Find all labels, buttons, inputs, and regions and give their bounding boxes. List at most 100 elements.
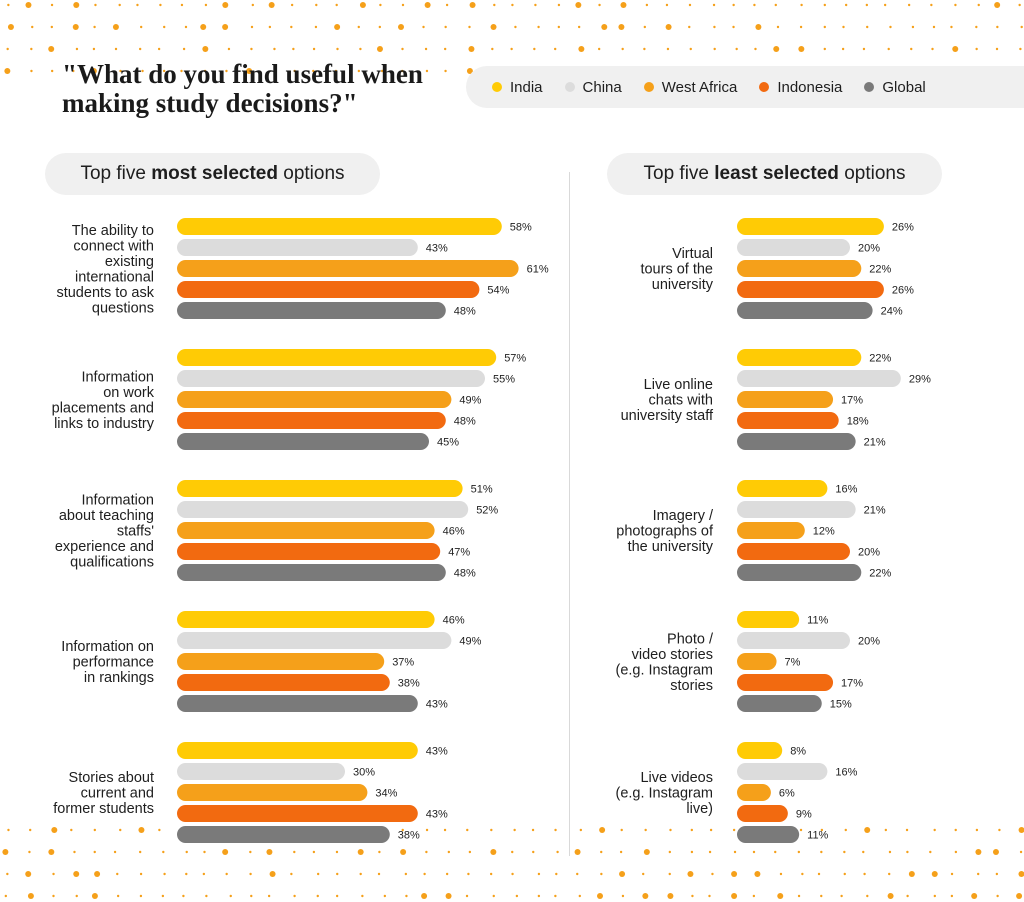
category-label-line-most-2-2: on work [103, 385, 155, 401]
panel-heading-least-bold: least selected [714, 163, 839, 184]
bar-most-4-west-africa [177, 653, 385, 670]
category-label-line-least-3-1: Imagery / [653, 508, 714, 524]
category-label-least-3: Imagery / photographs of the university [616, 508, 714, 555]
decorative-dot [798, 46, 805, 52]
panel-heading-least-suffix: options [838, 163, 906, 184]
value-label-most-2-indonesia: 48% [454, 416, 476, 428]
legend-item-china: China [564, 79, 622, 96]
decorative-dot [643, 25, 647, 29]
bar-most-4-india [177, 611, 435, 628]
decorative-dot [578, 46, 585, 52]
value-label-most-3-global: 48% [454, 568, 476, 580]
decorative-dot [688, 3, 692, 7]
decorative-dot [690, 828, 694, 832]
decorative-dot [905, 828, 909, 832]
decorative-dot [447, 850, 451, 854]
bar-most-5-global [177, 826, 390, 843]
decorative-dot [425, 69, 429, 73]
decorative-dot [511, 872, 514, 876]
decorative-dot [621, 894, 625, 898]
decorative-dot [732, 25, 735, 29]
value-label-least-5-china: 16% [835, 767, 857, 779]
category-label-line-least-1-1: Virtual [672, 246, 713, 262]
value-label-least-3-china: 21% [864, 505, 886, 517]
decorative-dot [467, 872, 470, 876]
value-label-most-1-india: 58% [510, 222, 532, 234]
decorative-dot [425, 828, 429, 832]
decorative-dot [600, 872, 603, 876]
decorative-dot [465, 894, 469, 898]
decorative-dot [404, 872, 408, 876]
decorative-dot [91, 893, 98, 899]
decorative-dot [844, 828, 847, 832]
decorative-dot [25, 2, 32, 8]
value-label-least-1-indonesia: 26% [892, 285, 914, 297]
category-label-line-least-4-2: video stories [632, 647, 713, 663]
decorative-dot [975, 47, 978, 51]
decorative-dot [141, 69, 144, 73]
bar-least-3-china [737, 501, 856, 518]
decorative-dot [841, 47, 845, 51]
legend-item-global: Global [864, 79, 926, 96]
decorative-dot [752, 894, 756, 898]
bar-least-1-indonesia [737, 281, 884, 298]
decorative-dot [249, 872, 252, 876]
decorative-dot [1018, 827, 1024, 833]
decorative-dot [513, 828, 516, 832]
decorative-dot [510, 47, 513, 51]
decorative-dot [246, 68, 253, 74]
decorative-dot [468, 850, 472, 854]
decorative-dot [398, 24, 405, 30]
decorative-dot [180, 3, 184, 7]
decorative-dot [357, 25, 360, 29]
decorative-dot [6, 872, 9, 876]
decorative-dot [598, 3, 601, 7]
decorative-dot [554, 894, 557, 898]
decorative-dot [359, 872, 362, 876]
category-label-line-least-1-2: tours of the [640, 262, 713, 278]
decorative-dot [537, 872, 541, 876]
decorative-dot [94, 3, 97, 7]
category-label-most-4: Information on performance in rankings [61, 639, 154, 686]
decorative-dot [776, 25, 780, 29]
value-label-most-2-india: 57% [504, 353, 526, 365]
decorative-dot [445, 3, 449, 7]
value-label-most-3-india: 51% [471, 484, 493, 496]
value-label-least-1-global: 24% [881, 306, 903, 318]
bar-least-2-china [737, 370, 901, 387]
decorative-dot [732, 3, 735, 7]
decorative-dot [690, 850, 694, 854]
decorative-dot [976, 872, 980, 876]
value-label-least-5-indonesia: 9% [796, 809, 812, 821]
decorative-dot [511, 3, 514, 7]
decorative-dot [1018, 871, 1024, 877]
decorative-dot [534, 3, 537, 7]
decorative-dot [992, 849, 999, 855]
bar-least-3-west-africa [737, 522, 805, 539]
decorative-dot [1016, 893, 1023, 899]
decorative-dot [490, 24, 497, 30]
decorative-dot [7, 24, 14, 30]
decorative-dot [708, 850, 712, 854]
decorative-dot [954, 828, 957, 832]
decorative-dot [359, 2, 366, 8]
decorative-dot [577, 25, 581, 29]
decorative-dot [138, 827, 145, 833]
decorative-dot [315, 3, 318, 7]
decorative-dot [713, 47, 716, 51]
decorative-dot [229, 894, 232, 898]
value-label-most-4-india: 46% [443, 615, 465, 627]
value-label-least-4-global: 15% [830, 699, 852, 711]
decorative-dot [30, 69, 33, 73]
decorative-dot [163, 25, 166, 29]
decorative-dot [687, 871, 694, 877]
decorative-dot [468, 46, 475, 52]
decorative-dot [162, 850, 165, 854]
decorative-dot [222, 24, 229, 30]
decorative-dot [910, 47, 913, 51]
bar-most-2-china [177, 370, 485, 387]
decorative-dot [511, 850, 514, 854]
category-label-line-most-3-4: experience and [55, 539, 154, 555]
value-label-least-2-china: 29% [909, 374, 931, 386]
